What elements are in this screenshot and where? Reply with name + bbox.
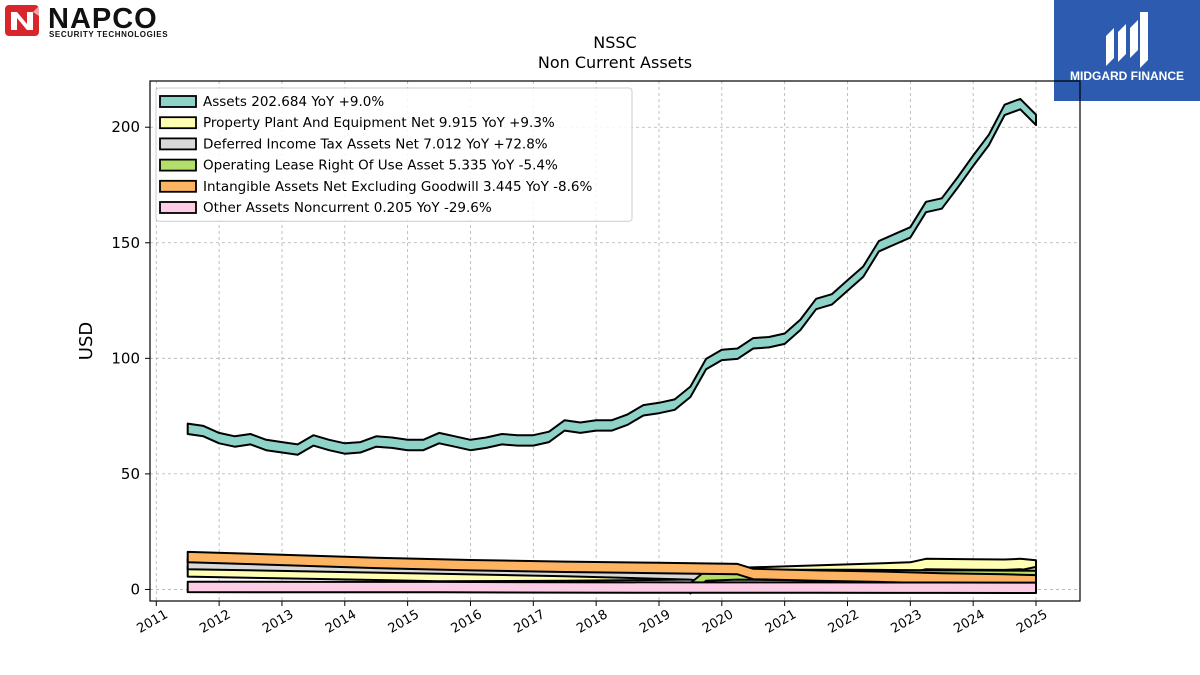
- plot-frame: [149, 80, 1081, 602]
- y-tick-label: 50: [121, 465, 140, 483]
- legend-entry: Deferred Income Tax Assets Net 7.012 YoY…: [203, 136, 548, 152]
- legend-entry: Assets 202.684 YoY +9.0%: [203, 94, 384, 110]
- legend-swatch: [159, 137, 197, 151]
- napco-logo-wordmark: NAPCO: [48, 4, 158, 35]
- y-axis: 0 50 100 150 200: [111, 118, 150, 598]
- series-area-5: [186, 580, 1037, 594]
- chart-subtitle: Non Current Assets: [538, 53, 692, 72]
- x-tick-label: 2012: [197, 607, 233, 637]
- y-tick-label: 200: [111, 118, 140, 136]
- y-tick-label: 100: [111, 349, 140, 367]
- legend-entry: Other Assets Noncurrent 0.205 YoY -29.6%: [203, 200, 492, 216]
- napco-logo-tagline: SECURITY TECHNOLOGIES: [49, 30, 168, 39]
- midgard-finance-logo: MIDGARD FINANCE: [1054, 0, 1200, 101]
- y-tick-label: 150: [111, 234, 140, 252]
- x-tick-label: 2020: [700, 607, 736, 637]
- series-area-0: [186, 97, 1037, 456]
- legend-swatch: [159, 95, 197, 108]
- legend-box: [155, 87, 633, 222]
- x-tick-label: 2019: [637, 607, 673, 637]
- y-tick-label: 0: [130, 580, 140, 598]
- legend-entry: Intangible Assets Net Excluding Goodwill…: [203, 179, 593, 195]
- x-tick-label: 2011: [134, 607, 170, 637]
- x-tick-label: 2015: [386, 607, 422, 637]
- midgard-finance-wordmark: MIDGARD FINANCE: [1070, 69, 1184, 83]
- x-tick-label: 2013: [260, 607, 296, 637]
- x-tick-label: 2017: [511, 607, 547, 637]
- napco-logo: NAPCO SECURITY TECHNOLOGIES: [4, 3, 214, 40]
- legend-entry: Operating Lease Right Of Use Asset 5.335…: [203, 158, 558, 174]
- x-tick-label: 2021: [763, 607, 799, 637]
- x-tick-label: 2016: [449, 607, 485, 637]
- chart-title: NSSC: [593, 33, 636, 52]
- series-areas: [186, 97, 1037, 595]
- y-axis-label: USD: [76, 322, 97, 360]
- x-tick-label: 2023: [889, 607, 925, 637]
- x-tick-label: 2024: [951, 607, 987, 637]
- legend-swatch: [159, 201, 197, 214]
- legend-swatch: [159, 158, 197, 172]
- x-tick-label: 2014: [323, 607, 359, 637]
- legend-entry: Property Plant And Equipment Net 9.915 Y…: [203, 115, 555, 131]
- legend: Assets 202.684 YoY +9.0% Property Plant A…: [155, 87, 633, 222]
- legend-swatch: [159, 116, 197, 130]
- x-tick-label: 2018: [574, 607, 610, 637]
- x-axis: 2011 2012 2013 2014 2015 2016 2017 2018 2019 2020…: [134, 601, 1050, 637]
- legend-swatch: [159, 179, 197, 193]
- x-tick-label: 2022: [826, 607, 862, 637]
- x-tick-label: 2025: [1014, 607, 1050, 637]
